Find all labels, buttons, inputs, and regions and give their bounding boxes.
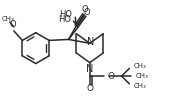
Text: CH₃: CH₃ — [135, 73, 148, 79]
Text: O: O — [86, 84, 93, 93]
Text: CH₃: CH₃ — [133, 63, 146, 69]
Text: O: O — [82, 5, 88, 14]
Text: HO: HO — [59, 10, 72, 19]
Text: O: O — [107, 72, 114, 81]
Text: O: O — [84, 8, 90, 17]
Text: N: N — [86, 64, 93, 74]
Text: O: O — [9, 20, 16, 29]
Text: CH₃: CH₃ — [2, 16, 14, 22]
Text: HO: HO — [58, 15, 71, 24]
Text: CH₃: CH₃ — [133, 83, 146, 89]
Text: N: N — [87, 37, 95, 47]
